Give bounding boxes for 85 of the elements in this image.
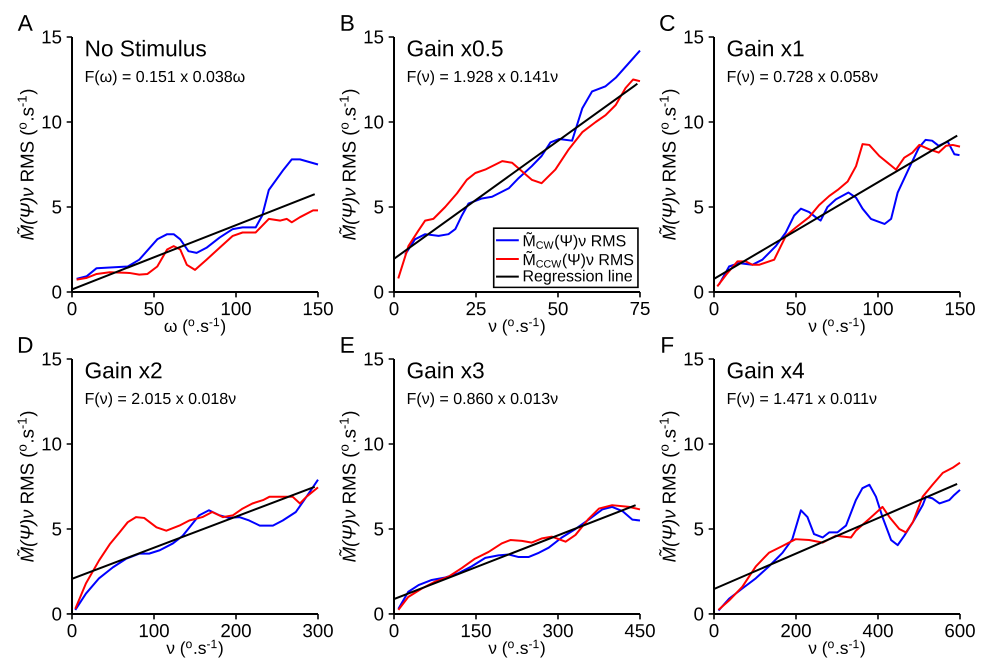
y-tick-label: 0	[694, 285, 704, 299]
text: D	[18, 337, 32, 353]
x-tick-label: 75	[630, 302, 650, 316]
y-tick-label: 10	[684, 437, 704, 451]
y-tick-label: 5	[52, 200, 62, 214]
x-tick-label: 0	[390, 302, 398, 316]
y-tick-label: 15	[684, 352, 704, 366]
y-tick-label: 15	[42, 352, 62, 366]
text: B	[342, 15, 354, 31]
line-series	[718, 484, 961, 612]
y-tick-label: 10	[364, 115, 384, 129]
x-tick-label: 0	[68, 302, 76, 316]
y-tick-label: 10	[42, 437, 62, 451]
y-tick-label: 15	[364, 352, 384, 366]
y-tick-label: 0	[52, 607, 62, 621]
x-tick-label: 200	[781, 624, 811, 638]
x-axis-title: ν ($^{o}$.s$^{-1}$)	[488, 318, 545, 336]
y-tick-label: 15	[364, 30, 384, 44]
text: A	[18, 15, 33, 31]
x-tick-label: 300	[543, 624, 573, 638]
y-tick-label: 15	[42, 30, 62, 44]
y-tick-label: 10	[364, 437, 384, 451]
x-tick-label: 50	[786, 302, 806, 316]
x-tick-label: 100	[864, 302, 893, 316]
chart-title: Gain x4	[728, 362, 804, 378]
y-axis-title: M̃(Ψ)ν RMS ($^{o}$.s$^{-1}$)	[339, 90, 360, 240]
text: F	[662, 337, 674, 353]
y-tick-label: 0	[374, 285, 384, 299]
x-axis-title: ν ($^{o}$.s$^{-1}$)	[488, 640, 545, 658]
x-tick-label: 100	[140, 624, 169, 638]
y-tick-label: 0	[374, 607, 384, 621]
x-tick-label: 0	[710, 624, 718, 638]
text: F(ν) = 1.928 x 0.141ν	[408, 70, 558, 86]
text: F(ν) = 1.471 x 0.011ν	[728, 392, 876, 408]
y-axis-title: M̃(Ψ)ν RMS ($^{o}$.s$^{-1}$)	[339, 412, 360, 562]
x-tick-label: 25	[466, 302, 486, 316]
y-tick-label: 10	[684, 115, 704, 129]
text: F(ν) = 2.015 x 0.018ν	[86, 392, 236, 408]
y-axis-title: M̃(Ψ)ν RMS ($^{o}$.s$^{-1}$)	[659, 90, 680, 240]
y-axis-title: M̃(Ψ)ν RMS ($^{o}$.s$^{-1}$)	[17, 90, 38, 240]
y-tick-label: 5	[694, 200, 704, 214]
x-tick-label: 200	[221, 624, 251, 638]
y-tick-label: 15	[684, 30, 704, 44]
x-tick-label: 0	[710, 302, 718, 316]
text: C	[660, 14, 675, 32]
chart-title: Gain x3	[408, 362, 484, 378]
x-axis-title: ν ($^{o}$.s$^{-1}$)	[166, 640, 223, 658]
line-series	[718, 462, 961, 611]
chart-title: Gain x0.5	[408, 40, 503, 56]
x-tick-label: 400	[862, 624, 893, 638]
text: E	[342, 337, 354, 353]
x-tick-label: 50	[144, 302, 164, 316]
text: F(ν) = 0.728 x 0.058ν	[728, 70, 878, 86]
x-axis-title: ω ($^{o}$.s$^{-1}$)	[164, 318, 226, 336]
y-tick-label: 5	[374, 522, 384, 536]
y-tick-label: 5	[52, 522, 62, 536]
x-tick-label: 300	[303, 624, 333, 638]
legend-label: M̃$_{CCW}$(Ψ)ν RMS	[524, 250, 634, 268]
x-tick-label: 150	[462, 624, 491, 638]
legend-label: M̃$_{CW}$(Ψ)ν RMS	[524, 232, 626, 250]
y-tick-label: 5	[374, 200, 384, 214]
text: F(ν) = 0.860 x 0.013ν	[408, 392, 558, 408]
x-tick-label: 150	[946, 302, 975, 316]
x-axis-title: ν ($^{o}$.s$^{-1}$)	[808, 640, 865, 658]
chart-title: Gain x1	[728, 40, 804, 56]
y-tick-label: 10	[42, 115, 62, 129]
legend-label: Regression line	[524, 270, 632, 285]
x-tick-label: 450	[624, 624, 655, 638]
chart-title: No Stimulus	[86, 40, 206, 56]
chart-title: Gain x2	[86, 362, 162, 378]
y-tick-label: 0	[52, 285, 62, 299]
x-tick-label: 100	[222, 302, 251, 316]
text: F(ω) = 0.151 x 0.038ω	[86, 70, 245, 86]
y-tick-label: 0	[694, 607, 704, 621]
x-tick-label: 50	[548, 302, 568, 316]
x-tick-label: 600	[945, 624, 975, 638]
line-series	[76, 158, 319, 280]
x-tick-label: 0	[68, 624, 76, 638]
y-axis-title: M̃(Ψ)ν RMS ($^{o}$.s$^{-1}$)	[17, 412, 38, 562]
x-tick-label: 150	[304, 302, 333, 316]
y-tick-label: 5	[694, 522, 704, 536]
x-axis-title: ν ($^{o}$.s$^{-1}$)	[808, 318, 865, 336]
x-tick-label: 0	[390, 624, 398, 638]
line-series	[76, 209, 319, 281]
y-axis-title: M̃(Ψ)ν RMS ($^{o}$.s$^{-1}$)	[659, 412, 680, 562]
